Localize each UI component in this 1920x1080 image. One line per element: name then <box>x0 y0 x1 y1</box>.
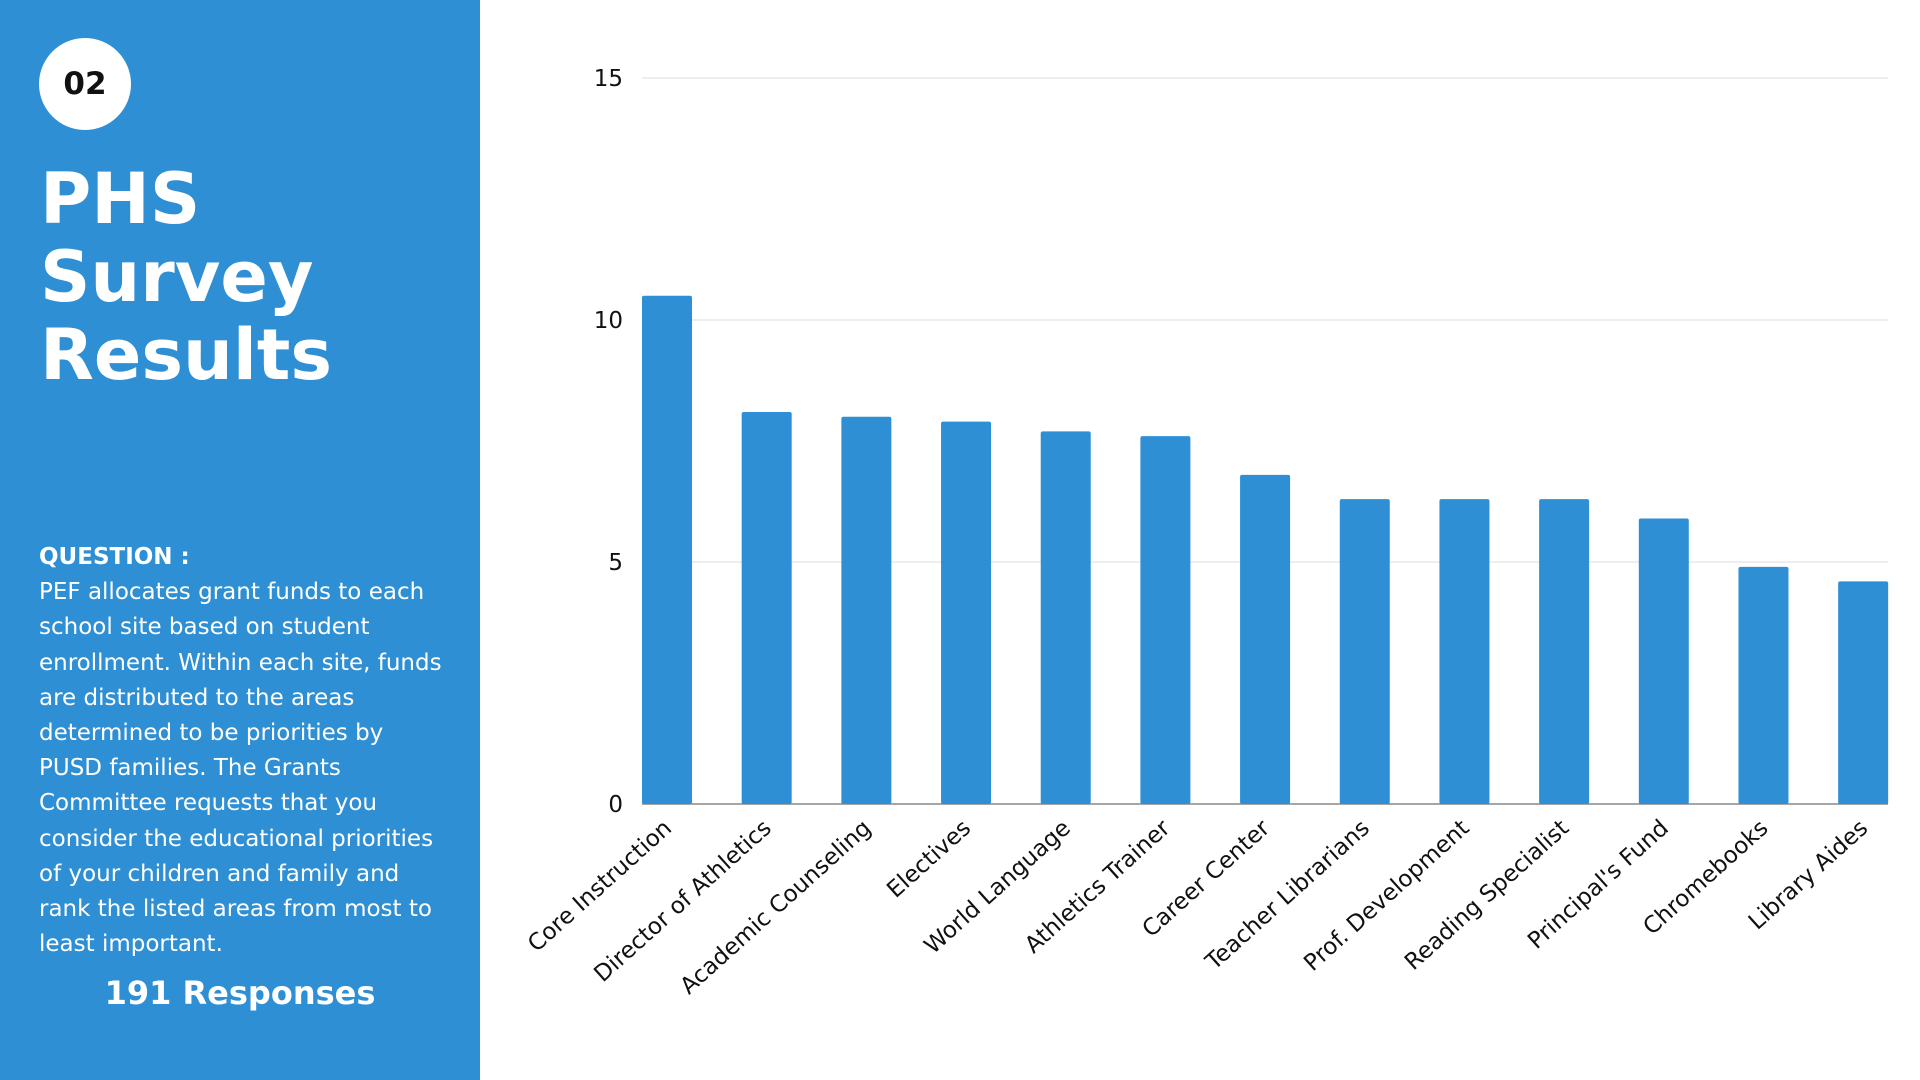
y-tick-label: 5 <box>608 550 623 576</box>
bar <box>1738 566 1789 804</box>
y-axis-ticks: 0 5 10 15 <box>594 66 623 818</box>
bar <box>1838 581 1889 804</box>
y-tick-label: 10 <box>594 308 623 334</box>
bars <box>642 295 1889 804</box>
question-text: PEF allocates grant funds to each school… <box>39 579 442 958</box>
y-tick-label: 15 <box>594 66 623 92</box>
sidebar-panel: 02 PHS Survey Results QUESTION : PEF all… <box>0 0 480 1080</box>
question-label: QUESTION : <box>39 544 190 570</box>
x-category-label: Electives <box>882 815 976 903</box>
x-category-label: Director of Athletics <box>589 815 776 987</box>
x-category-label: Reading Specialist <box>1400 815 1574 975</box>
x-category-label: Prof. Development <box>1299 815 1474 976</box>
x-category-label: Academic Counseling <box>675 815 876 1000</box>
bar <box>1140 436 1191 804</box>
y-tick-label: 0 <box>608 792 623 818</box>
x-category-label: Teacher Librarians <box>1200 815 1374 976</box>
question-block: QUESTION : PEF allocates grant funds to … <box>39 540 449 962</box>
bar <box>642 295 692 804</box>
title-line: PHS <box>40 158 201 240</box>
slide-number-badge: 02 <box>39 38 131 130</box>
bar <box>1240 474 1291 804</box>
title-line: Survey <box>40 236 314 318</box>
bar <box>941 421 992 804</box>
bar <box>1539 499 1590 804</box>
bar <box>1339 499 1390 804</box>
title-line: Results <box>40 314 332 396</box>
page-title: PHS Survey Results <box>40 160 460 394</box>
responses-count: 191 Responses <box>104 974 376 1012</box>
bar <box>1638 518 1689 804</box>
bar <box>1040 431 1091 804</box>
bar <box>741 411 792 804</box>
bar <box>841 416 892 804</box>
bar <box>1439 499 1490 804</box>
